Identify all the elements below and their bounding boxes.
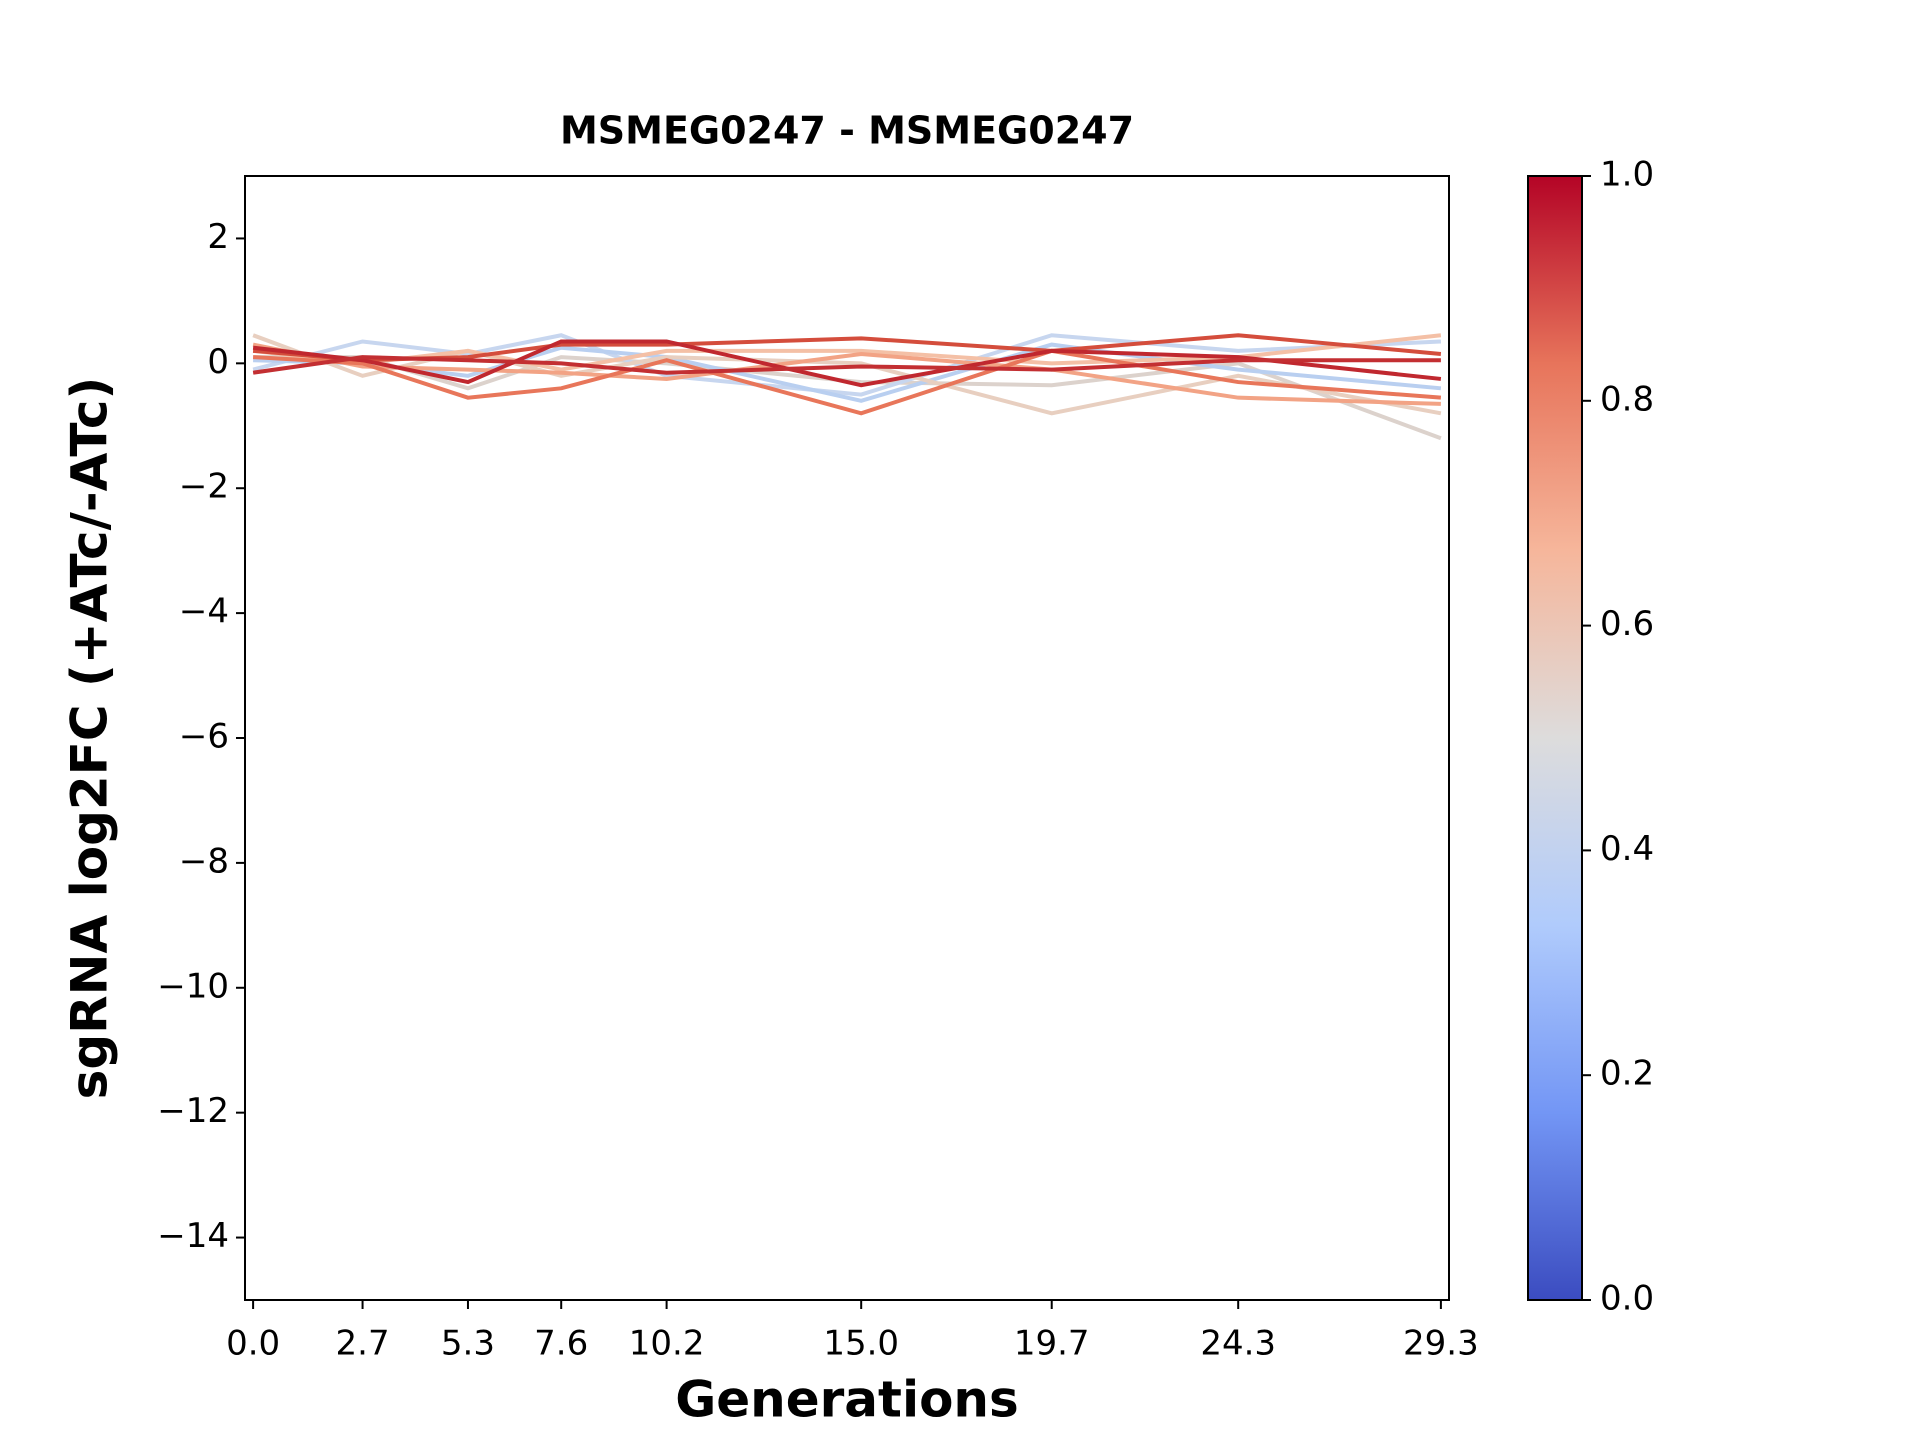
- chart-title: MSMEG0247 - MSMEG0247: [560, 109, 1134, 153]
- x-tick-label: 29.3: [1403, 1324, 1479, 1364]
- x-tick-label: 5.3: [441, 1324, 495, 1364]
- x-tick-label: 24.3: [1200, 1324, 1276, 1364]
- y-tick-label: 0: [207, 342, 229, 382]
- colorbar-tick-label: 0.0: [1600, 1279, 1654, 1319]
- y-tick-label: −6: [179, 717, 229, 757]
- x-axis-label: Generations: [675, 1371, 1019, 1429]
- y-tick-label: −10: [157, 966, 229, 1006]
- x-tick-label: 10.2: [629, 1324, 705, 1364]
- colorbar-tick-label: 0.8: [1600, 379, 1654, 419]
- x-tick-label: 19.7: [1014, 1324, 1090, 1364]
- plot-frame: [244, 175, 1450, 1301]
- x-tick-label: 15.0: [823, 1324, 899, 1364]
- x-tick-label: 0.0: [226, 1324, 280, 1364]
- series-line: [252, 333, 1441, 397]
- colorbar-tick-label: 0.4: [1600, 829, 1654, 869]
- y-tick-label: −14: [157, 1216, 229, 1256]
- colorbar-tick-label: 1.0: [1600, 155, 1654, 195]
- y-tick-label: 2: [207, 217, 229, 257]
- x-tick-label: 2.7: [336, 1324, 390, 1364]
- series-line: [252, 355, 1441, 375]
- colorbar-tick-label: 0.2: [1600, 1054, 1654, 1094]
- y-tick-label: −8: [179, 841, 229, 881]
- y-tick-label: −4: [179, 592, 229, 632]
- y-axis-label: sgRNA log2FC (+ATc/-ATc): [61, 377, 119, 1100]
- y-tick-label: −2: [179, 467, 229, 507]
- x-tick-label: 7.6: [534, 1324, 588, 1364]
- series-line: [252, 339, 1442, 388]
- series-line: [252, 348, 1442, 416]
- colorbar: [1527, 175, 1583, 1301]
- colorbar-tick-label: 0.6: [1600, 604, 1654, 644]
- y-tick-label: −12: [157, 1091, 229, 1131]
